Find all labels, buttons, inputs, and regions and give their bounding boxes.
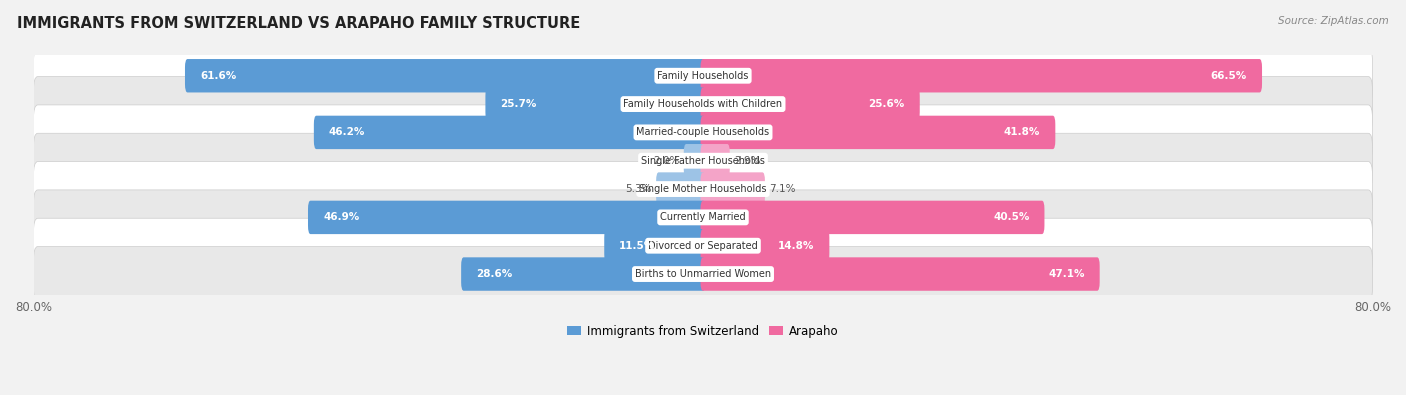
Text: 47.1%: 47.1% <box>1047 269 1084 279</box>
FancyBboxPatch shape <box>700 257 1099 291</box>
Text: 40.5%: 40.5% <box>993 213 1029 222</box>
FancyBboxPatch shape <box>485 87 706 121</box>
FancyBboxPatch shape <box>683 144 706 177</box>
FancyBboxPatch shape <box>34 77 1372 132</box>
Text: 25.6%: 25.6% <box>869 99 904 109</box>
FancyBboxPatch shape <box>34 190 1372 245</box>
FancyBboxPatch shape <box>700 172 765 206</box>
FancyBboxPatch shape <box>700 59 1263 92</box>
FancyBboxPatch shape <box>34 105 1372 160</box>
Text: 28.6%: 28.6% <box>477 269 512 279</box>
Text: Source: ZipAtlas.com: Source: ZipAtlas.com <box>1278 16 1389 26</box>
Text: Family Households: Family Households <box>658 71 748 81</box>
Text: 66.5%: 66.5% <box>1211 71 1247 81</box>
Text: IMMIGRANTS FROM SWITZERLAND VS ARAPAHO FAMILY STRUCTURE: IMMIGRANTS FROM SWITZERLAND VS ARAPAHO F… <box>17 16 581 31</box>
FancyBboxPatch shape <box>34 133 1372 188</box>
Text: 61.6%: 61.6% <box>200 71 236 81</box>
FancyBboxPatch shape <box>657 172 706 206</box>
FancyBboxPatch shape <box>314 116 706 149</box>
Text: 14.8%: 14.8% <box>778 241 814 251</box>
FancyBboxPatch shape <box>34 162 1372 216</box>
FancyBboxPatch shape <box>700 87 920 121</box>
Text: Births to Unmarried Women: Births to Unmarried Women <box>636 269 770 279</box>
Text: 2.0%: 2.0% <box>654 156 679 166</box>
Text: 7.1%: 7.1% <box>769 184 796 194</box>
Text: 2.9%: 2.9% <box>734 156 761 166</box>
Text: 25.7%: 25.7% <box>501 99 537 109</box>
FancyBboxPatch shape <box>700 201 1045 234</box>
FancyBboxPatch shape <box>700 229 830 262</box>
Text: 41.8%: 41.8% <box>1004 128 1040 137</box>
FancyBboxPatch shape <box>461 257 706 291</box>
FancyBboxPatch shape <box>605 229 706 262</box>
Text: 5.3%: 5.3% <box>626 184 652 194</box>
Text: Family Households with Children: Family Households with Children <box>623 99 783 109</box>
Text: Single Father Households: Single Father Households <box>641 156 765 166</box>
Text: Divorced or Separated: Divorced or Separated <box>648 241 758 251</box>
FancyBboxPatch shape <box>34 48 1372 103</box>
Legend: Immigrants from Switzerland, Arapaho: Immigrants from Switzerland, Arapaho <box>562 320 844 342</box>
FancyBboxPatch shape <box>308 201 706 234</box>
Text: 46.9%: 46.9% <box>323 213 360 222</box>
FancyBboxPatch shape <box>700 144 730 177</box>
FancyBboxPatch shape <box>700 116 1056 149</box>
FancyBboxPatch shape <box>34 218 1372 273</box>
Text: Single Mother Households: Single Mother Households <box>640 184 766 194</box>
FancyBboxPatch shape <box>186 59 706 92</box>
Text: 46.2%: 46.2% <box>329 128 366 137</box>
Text: Married-couple Households: Married-couple Households <box>637 128 769 137</box>
Text: Currently Married: Currently Married <box>661 213 745 222</box>
Text: 11.5%: 11.5% <box>619 241 655 251</box>
FancyBboxPatch shape <box>34 246 1372 301</box>
